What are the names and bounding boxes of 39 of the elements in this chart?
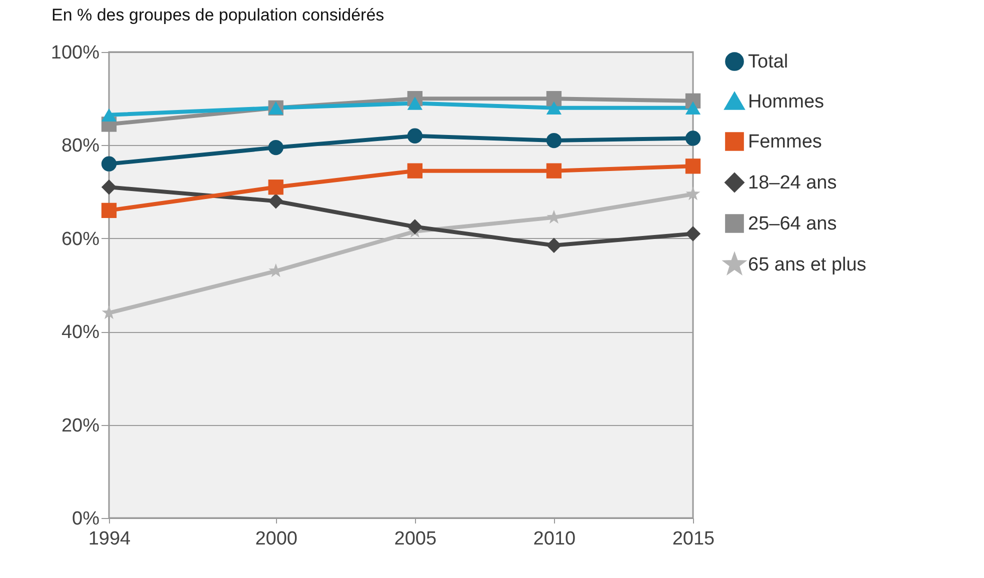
x-tick-label: 2010 (533, 528, 576, 550)
point (407, 128, 422, 144)
x-tick-label: 2000 (255, 528, 298, 550)
x-tick-label: 2015 (672, 528, 715, 550)
point (407, 96, 422, 110)
point (268, 180, 284, 195)
point (101, 202, 117, 218)
point (546, 238, 562, 253)
point (546, 91, 562, 106)
legend-label: Total (748, 52, 788, 72)
legend-label: 18–24 ans (748, 172, 837, 194)
point (686, 186, 700, 200)
y-axis-title: En % des groupes de population considérés (52, 6, 384, 24)
y-tick-label: 80% (61, 136, 100, 157)
point (685, 101, 701, 114)
point (685, 226, 701, 242)
point (546, 101, 562, 114)
legend-label: 25–64 ans (748, 214, 837, 234)
y-tick-label: 60% (61, 228, 100, 250)
x-tick-label: 2005 (394, 528, 437, 550)
point (685, 158, 701, 174)
legend-label: Femmes (748, 132, 822, 152)
x-tick-label: 1994 (88, 528, 132, 550)
point (101, 108, 117, 122)
y-tick-label: 0% (72, 508, 100, 530)
y-tick-label: 20% (61, 415, 100, 436)
point (407, 219, 422, 234)
legend-label: 65 ans et plus (748, 254, 866, 276)
point (546, 132, 562, 148)
y-tick-label: 100% (50, 42, 100, 64)
legend-label: Hommes (748, 92, 824, 112)
y-tick-label: 40% (61, 322, 100, 344)
point (268, 140, 284, 156)
point (685, 130, 701, 146)
point (268, 194, 284, 209)
point (101, 156, 117, 172)
point (407, 163, 422, 178)
point (546, 163, 562, 178)
point (101, 180, 117, 195)
